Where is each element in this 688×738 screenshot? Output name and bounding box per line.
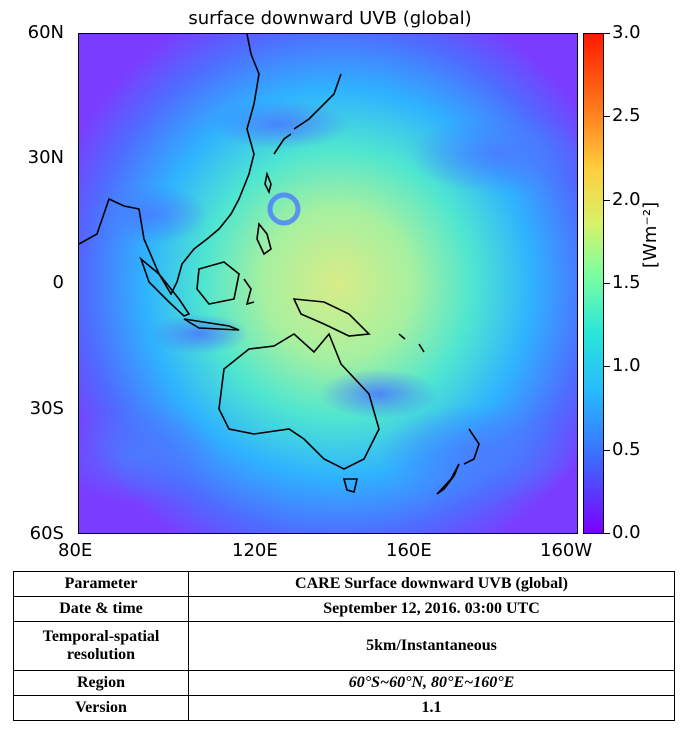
- colorbar-tick: [604, 366, 610, 367]
- row-key: Parameter: [13, 571, 189, 597]
- row-value: CARE Surface downward UVB (global): [188, 571, 675, 597]
- figure-title: surface downward UVB (global): [188, 8, 472, 29]
- row-value: 5km/Instantaneous: [188, 621, 675, 671]
- y-label-30s: 30S: [29, 398, 64, 419]
- table-row: Temporal-spatial resolution 5km/Instanta…: [13, 621, 675, 671]
- x-label-80e: 80E: [58, 540, 93, 561]
- colorbar-tick: [604, 200, 610, 201]
- row-key: Region: [13, 670, 189, 696]
- table-row: Date & time September 12, 2016. 03:00 UT…: [13, 596, 675, 622]
- colorbar-label-1-5: 1.5: [612, 272, 641, 293]
- colorbar-tick: [604, 283, 610, 284]
- metadata-table: Parameter CARE Surface downward UVB (glo…: [13, 571, 675, 721]
- table-row: Version 1.1: [13, 695, 675, 721]
- colorbar-label-1-0: 1.0: [612, 355, 641, 376]
- colorbar-tick: [604, 533, 610, 534]
- table-row: Parameter CARE Surface downward UVB (glo…: [13, 571, 675, 597]
- y-label-0: 0: [52, 272, 64, 293]
- map-canvas: [79, 34, 577, 533]
- colorbar: [583, 33, 604, 534]
- colorbar-label-2-5: 2.5: [612, 105, 641, 126]
- uvb-map: [78, 33, 578, 534]
- colorbar-label-0-5: 0.5: [612, 439, 641, 460]
- colorbar-tick: [604, 116, 610, 117]
- x-label-160e: 160E: [386, 540, 432, 561]
- colorbar-label-0-0: 0.0: [612, 522, 641, 543]
- y-label-60s: 60S: [29, 523, 64, 544]
- table-row: Region 60°S~60°N, 80°E~160°E: [13, 670, 675, 696]
- colorbar-label-3-0: 3.0: [612, 22, 641, 43]
- row-key: Temporal-spatial resolution: [13, 621, 189, 671]
- row-key: Date & time: [13, 596, 189, 622]
- x-label-160w: 160W: [540, 540, 593, 561]
- colorbar-tick: [604, 33, 610, 34]
- colorbar-unit: [Wm⁻²]: [640, 201, 661, 268]
- colorbar-label-2-0: 2.0: [612, 189, 641, 210]
- row-value: September 12, 2016. 03:00 UTC: [188, 596, 675, 622]
- row-key: Version: [13, 695, 189, 721]
- x-label-120e: 120E: [232, 540, 278, 561]
- colorbar-tick: [604, 450, 610, 451]
- y-label-60n: 60N: [27, 22, 64, 43]
- row-value: 60°S~60°N, 80°E~160°E: [188, 670, 675, 696]
- row-value: 1.1: [188, 695, 675, 721]
- y-label-30n: 30N: [27, 147, 64, 168]
